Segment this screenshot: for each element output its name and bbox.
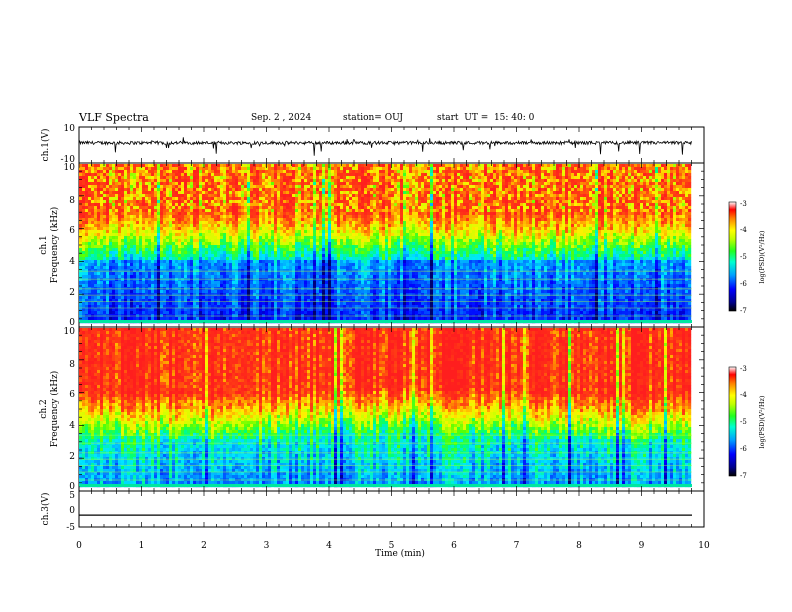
ch1-ytick-top: 10 — [64, 124, 76, 134]
x-tick-label: 10 — [698, 541, 710, 551]
spec2-ylabel-line2: Frequency (kHz) — [49, 371, 60, 448]
cb2-tick-neg4: -4 — [740, 391, 747, 399]
x-axis-label: Time (min) — [375, 548, 425, 559]
spec2-ytick-10: 10 — [64, 327, 76, 337]
x-tick-label: 9 — [639, 541, 645, 551]
ch1-spectrogram-image — [79, 164, 692, 323]
ch3-ytick-5: 5 — [69, 491, 75, 501]
ch1-spectrogram-panel: 10 8 6 4 2 0 ch.1 Frequency (kHz) — [39, 163, 704, 328]
spec1-ytick-6: 6 — [69, 226, 75, 236]
spec1-ytick-10: 10 — [64, 163, 76, 173]
x-tick-label: 2 — [201, 541, 207, 551]
spec2-ytick-4: 4 — [69, 421, 75, 431]
spec1-ytick-4: 4 — [69, 257, 75, 267]
cb1-tick-neg7: -7 — [740, 307, 747, 315]
ch1-ylabel: ch.1(V) — [40, 129, 51, 162]
colorbar-ch2: -3 -4 -5 -6 -7 log(PSD)(V²/Hz) — [729, 365, 766, 480]
cb2-tick-neg5: -5 — [740, 418, 747, 426]
ch2-spectrogram-panel: 10 8 6 4 2 0 ch.2 Frequency (kHz) — [39, 327, 704, 492]
cb1-tick-neg4: -4 — [740, 226, 747, 234]
x-tick-label: 3 — [264, 541, 270, 551]
spec1-ylabel-line1: ch.1 — [39, 235, 49, 254]
ch3-ytick-neg5: -5 — [66, 523, 75, 533]
spec2-ytick-8: 8 — [69, 360, 75, 370]
spec2-ylabel-line1: ch.2 — [39, 399, 49, 418]
x-tick-label: 4 — [326, 541, 332, 551]
spec1-ylabel-line2: Frequency (kHz) — [49, 207, 60, 284]
cb1-tick-neg5: -5 — [740, 253, 747, 261]
x-tick-label: 1 — [139, 541, 145, 551]
cb2-tick-neg6: -6 — [740, 445, 747, 453]
ch3-ylabel: ch.3(V) — [40, 493, 51, 526]
cb1-tick-neg3: -3 — [740, 200, 747, 208]
cb2-tick-neg7: -7 — [740, 472, 747, 480]
spec2-ytick-2: 2 — [69, 452, 75, 462]
cb2-tick-neg3: -3 — [740, 365, 747, 373]
x-tick-label: 6 — [451, 541, 457, 551]
cb1-tick-neg6: -6 — [740, 280, 747, 288]
spec1-ytick-2: 2 — [69, 288, 75, 298]
x-tick-label: 7 — [514, 541, 520, 551]
spec2-ytick-6: 6 — [69, 390, 75, 400]
cb2-label: log(PSD)(V²/Hz) — [758, 395, 766, 448]
cb1-label: log(PSD)(V²/Hz) — [758, 230, 766, 283]
colorbar-ch1: -3 -4 -5 -6 -7 log(PSD)(V²/Hz) — [729, 200, 766, 315]
spec1-ytick-8: 8 — [69, 196, 75, 206]
x-tick-label: 0 — [76, 541, 82, 551]
ch2-spectrogram-image — [79, 328, 692, 487]
x-tick-label: 8 — [576, 541, 582, 551]
ch3-ytick-0: 0 — [69, 506, 75, 516]
ch3-waveform-panel: 5 0 -5 ch.3(V) — [40, 491, 704, 533]
ch1-waveform-panel: 10 -10 ch.1(V) — [40, 124, 704, 165]
